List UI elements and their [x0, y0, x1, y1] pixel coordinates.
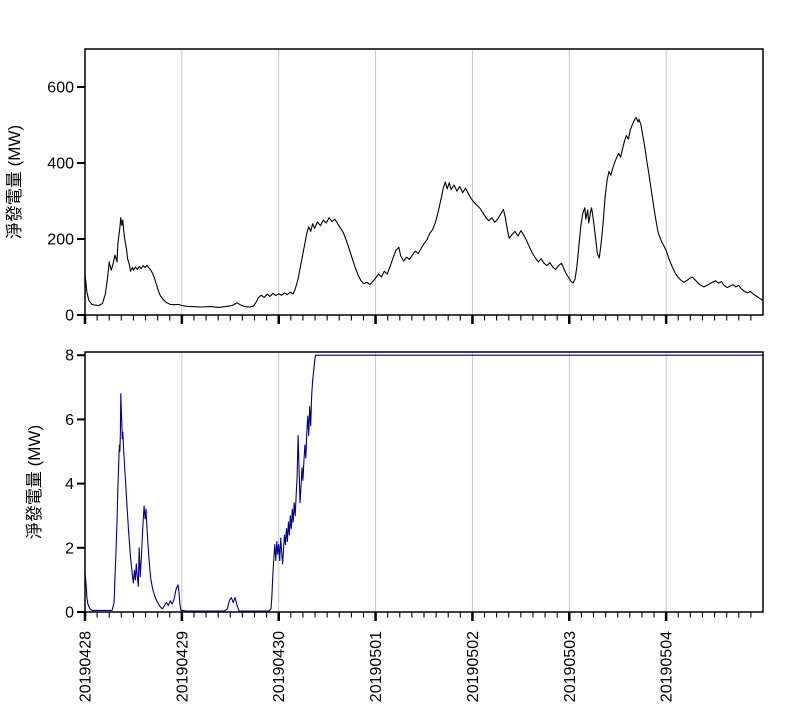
x-tick-label: 20190503	[562, 631, 579, 702]
y-tick-label: 4	[65, 476, 74, 493]
x-tick-label: 20190430	[271, 631, 288, 702]
y-tick-label: 600	[47, 80, 74, 97]
y-tick-label: 200	[47, 232, 74, 249]
x-tick-label: 20190504	[659, 631, 676, 702]
x-tick-label: 20190428	[78, 631, 95, 702]
y-tick-label: 8	[65, 348, 74, 365]
top-plot-border	[84, 48, 764, 316]
bottom-chart-line	[84, 354, 763, 612]
y-axis-title: 淨發電量 (MW)	[5, 125, 24, 239]
y-tick-label: 0	[65, 308, 74, 325]
x-tick-label: 20190429	[174, 631, 191, 702]
y-tick-label: 6	[65, 412, 74, 429]
y-tick-label: 2	[65, 540, 74, 557]
top-chart-line	[84, 116, 764, 308]
bottom-chart: 0 2 4 6 8 20190428 20190429 20190430 20190501 201…	[25, 348, 764, 702]
top-chart: 0 200 400 600 淨發電量 (MW)	[5, 48, 764, 325]
bottom-plot-border	[84, 351, 764, 613]
y-tick-label: 400	[47, 156, 74, 173]
x-tick-label: 20190501	[368, 631, 385, 702]
y-axis-title: 淨發電量 (MW)	[25, 425, 44, 539]
x-tick-label: 20190502	[465, 631, 482, 702]
y-tick-label: 0	[65, 605, 74, 622]
